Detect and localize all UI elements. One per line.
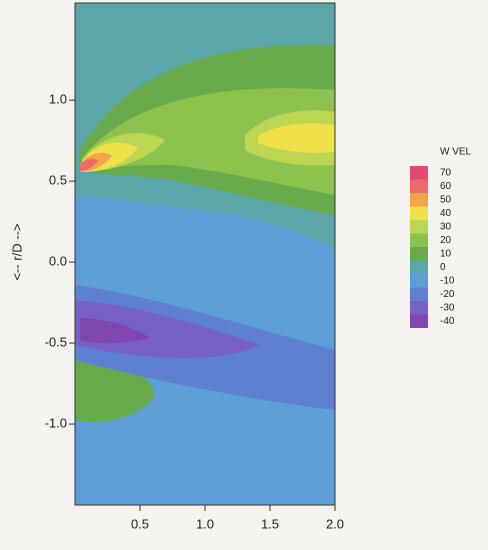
x-tick-label: 0.5: [131, 516, 149, 531]
colorbar-title: W VEL: [440, 147, 472, 158]
colorbar-swatch: [410, 301, 428, 315]
colorbar-swatch: [410, 288, 428, 302]
colorbar-label: -20: [440, 289, 455, 300]
colorbar-label: 70: [440, 167, 452, 178]
colorbar: 70 60 50 40 30 20 10 0 -10 -20 -30 -40: [410, 166, 455, 328]
colorbar-label: 60: [440, 181, 452, 192]
colorbar-swatch: [410, 180, 428, 194]
colorbar-swatch: [410, 274, 428, 288]
colorbar-swatch: [410, 220, 428, 234]
y-tick-label: 0.5: [49, 173, 67, 188]
y-tick-label: 0.0: [49, 254, 67, 269]
colorbar-swatch: [410, 234, 428, 248]
x-tick-label: 1.5: [261, 516, 279, 531]
y-axis-label: <-- r/D -->: [9, 223, 24, 280]
colorbar-label: 50: [440, 194, 452, 205]
colorbar-swatch: [410, 261, 428, 275]
colorbar-label: 0: [440, 262, 446, 273]
contour-field: [75, 3, 335, 505]
colorbar-label: 10: [440, 248, 452, 259]
y-tick-label: -1.0: [45, 415, 67, 430]
colorbar-swatch: [410, 247, 428, 261]
y-tick-label: 1.0: [49, 92, 67, 107]
colorbar-swatch: [410, 193, 428, 207]
x-tick-label: 1.0: [196, 516, 214, 531]
colorbar-swatch: [410, 166, 428, 180]
colorbar-label: -30: [440, 302, 455, 313]
x-tick-label: 2.0: [326, 516, 344, 531]
colorbar-swatch: [410, 207, 428, 221]
colorbar-label: 40: [440, 208, 452, 219]
colorbar-label: -40: [440, 316, 455, 327]
chart: <-- r/D --> W VEL 70 60 50 40 30 20 10 0 -10 -20 -…: [0, 0, 488, 545]
y-tick-label: -0.5: [45, 335, 67, 350]
colorbar-label: -10: [440, 275, 455, 286]
colorbar-label: 30: [440, 221, 452, 232]
colorbar-label: 20: [440, 235, 452, 246]
colorbar-swatch: [410, 315, 428, 329]
